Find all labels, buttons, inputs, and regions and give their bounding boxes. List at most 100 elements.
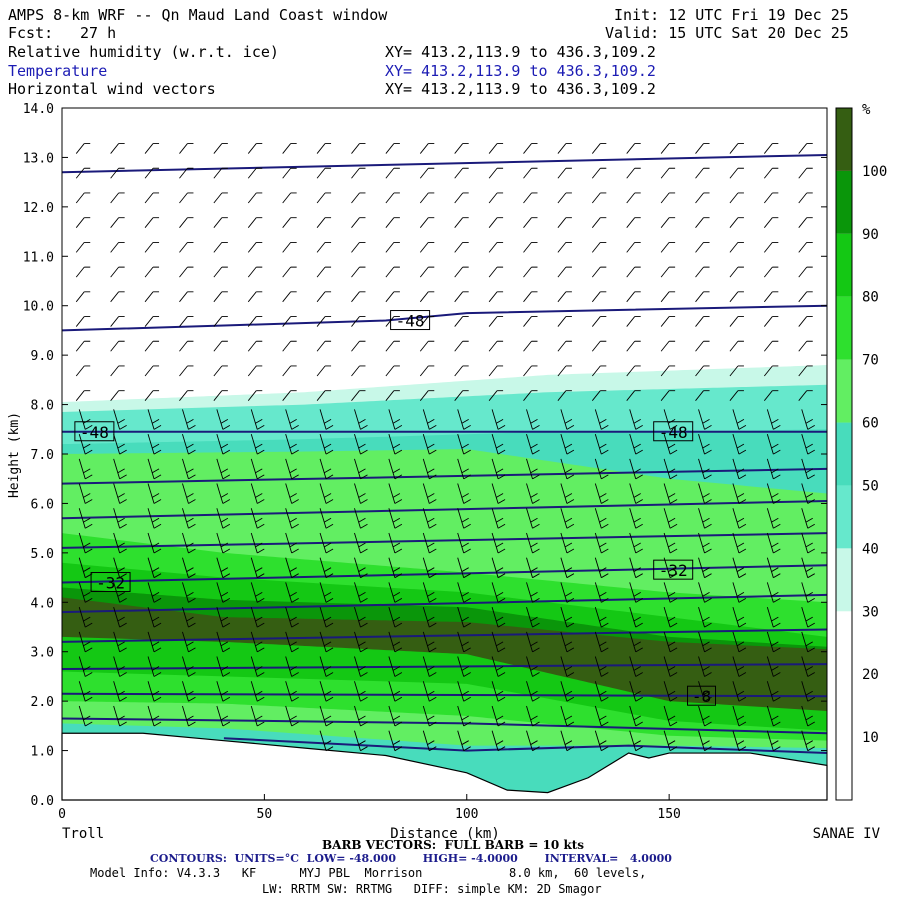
wind-barb <box>695 241 710 253</box>
wind-barb <box>594 433 609 455</box>
wind-barb <box>591 241 607 253</box>
wind-barb <box>250 656 265 677</box>
wind-barb <box>110 266 125 278</box>
wind-barb <box>798 390 813 401</box>
wind-barb <box>763 390 779 401</box>
wind-barb <box>798 340 813 352</box>
wind-barb <box>766 557 781 579</box>
wind-barb <box>385 167 400 179</box>
wind-barb <box>695 266 710 278</box>
wind-barb <box>147 508 162 529</box>
wind-barb <box>626 192 641 204</box>
wind-barb <box>729 340 744 352</box>
wind-barb <box>729 316 744 327</box>
temp-contour-48 <box>61 304 828 332</box>
wind-barb <box>388 433 403 455</box>
wind-barb <box>113 532 127 554</box>
wind-barb <box>488 390 504 401</box>
wind-barb <box>560 483 575 504</box>
wind-barb <box>523 266 538 278</box>
wind-barb <box>663 705 678 727</box>
wind-barb <box>144 316 160 327</box>
wind-barb <box>213 291 228 303</box>
wind-barb <box>216 433 231 455</box>
x-tick-label: 150 <box>657 807 680 822</box>
wind-barb <box>282 340 297 352</box>
wind-barb <box>422 631 437 653</box>
wind-barb <box>388 631 403 653</box>
wind-barb <box>729 143 744 154</box>
wind-barb <box>663 433 678 455</box>
wind-barb <box>75 167 91 179</box>
y-tick-label: 4.0 <box>31 596 54 611</box>
wind-barb <box>285 705 299 727</box>
forecast-label: Fcst: <box>8 24 54 42</box>
wind-barb <box>250 681 265 702</box>
wind-barb <box>557 241 572 253</box>
wind-barb <box>660 316 676 327</box>
wind-barb <box>422 458 437 480</box>
wind-barb <box>354 557 368 579</box>
wind-barb <box>216 656 231 677</box>
wind-barb <box>798 316 813 327</box>
wind-barb <box>147 606 162 628</box>
wind-barb <box>523 365 538 377</box>
wind-barb <box>560 532 575 554</box>
colorbar-swatch-60 <box>836 359 852 423</box>
wind-barb <box>729 266 744 278</box>
wind-barb <box>182 458 196 480</box>
cross-section-chart: -48 -48 -48 -32 -32 -8 0.0 1.0 2.0 3.0 4.0 5.0 6.0 7… <box>7 102 887 840</box>
wind-barb <box>663 730 678 752</box>
wind-barb <box>698 631 712 653</box>
wind-barb <box>488 316 504 327</box>
wind-barb <box>319 483 334 504</box>
wind-barb <box>801 681 815 702</box>
wind-barb <box>801 730 815 752</box>
wind-barb <box>526 532 540 554</box>
wind-barb <box>216 532 231 554</box>
wind-barb <box>354 681 368 702</box>
wind-barb <box>732 508 747 529</box>
wind-barb <box>319 730 334 752</box>
wind-barb <box>250 631 265 653</box>
wind-barb <box>801 409 815 430</box>
wind-barb <box>179 167 194 179</box>
contour-legend: CONTOURS: UNITS=°C LOW= -48.000 HIGH= -4… <box>150 852 672 865</box>
temp-contour-28 <box>61 593 828 614</box>
wind-barb <box>766 681 781 702</box>
wind-barb <box>698 557 712 579</box>
wind-barb <box>354 582 368 603</box>
wind-barb <box>285 409 299 430</box>
wind-barb <box>729 291 744 303</box>
wind-barb <box>351 390 366 401</box>
wind-barb <box>316 390 332 401</box>
colorbar-tick-label: 80 <box>862 290 879 306</box>
wind-barb <box>316 167 332 179</box>
wind-barb <box>629 631 643 653</box>
wind-barb <box>491 557 506 579</box>
wind-barb <box>419 365 435 377</box>
wind-barb <box>457 730 471 752</box>
wind-barb <box>629 409 643 430</box>
wind-barb <box>698 458 712 480</box>
wind-barb <box>147 681 162 702</box>
wind-barb <box>454 143 469 154</box>
wind-barb <box>419 390 435 401</box>
wind-barb <box>285 433 299 455</box>
wind-barb <box>354 483 368 504</box>
wind-barb <box>216 681 231 702</box>
wind-barb <box>316 143 332 154</box>
wind-barb <box>629 582 643 603</box>
wind-barb <box>488 266 504 278</box>
colorbar-tick-label: 100 <box>862 164 887 180</box>
y-tick-label: 9.0 <box>31 349 54 364</box>
wind-barb <box>316 192 332 204</box>
wind-barb <box>763 365 779 377</box>
wind-barb <box>247 266 263 278</box>
wind-barb <box>316 266 332 278</box>
rh-fill-layer <box>61 365 828 801</box>
wind-barb <box>729 365 744 377</box>
wind-barb <box>319 433 334 455</box>
wind-barb <box>213 192 228 204</box>
wind-barb <box>766 582 781 603</box>
